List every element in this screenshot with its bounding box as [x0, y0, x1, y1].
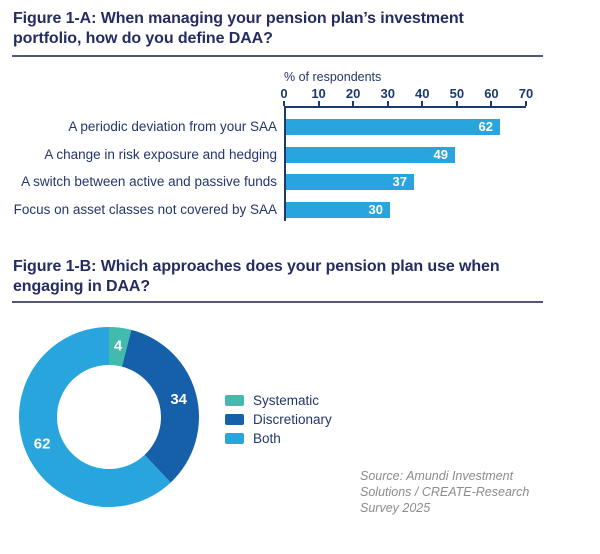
figure-1a-title: Figure 1-A: When managing your pension p… [13, 10, 464, 47]
bar-category-label: A switch between active and passive fund… [21, 174, 277, 189]
x-axis-tick [525, 101, 527, 106]
legend-item-label: Both [253, 431, 281, 446]
bar-category-label: A periodic deviation from your SAA [68, 119, 277, 134]
bar-value-label: 62 [478, 119, 493, 134]
donut-value-label: 4 [114, 338, 123, 355]
x-axis-tick-label: 0 [280, 86, 288, 101]
legend-item: Systematic [225, 393, 332, 408]
x-axis-tick-label: 30 [380, 86, 395, 101]
figure-1b-divider [12, 301, 543, 303]
donut-segment [121, 329, 199, 483]
y-axis-line [284, 106, 286, 221]
donut-segment [19, 327, 171, 507]
x-axis-tick-label: 10 [311, 86, 326, 101]
x-axis-title: % of respondents [284, 70, 382, 84]
x-axis-tick [352, 101, 355, 106]
bar-value-label: 37 [392, 174, 407, 189]
x-axis-tick-label: 50 [449, 86, 465, 101]
x-axis-tick [421, 101, 424, 106]
donut-segment [109, 327, 132, 367]
donut-value-label: 62 [34, 436, 51, 453]
legend-item-label: Discretionary [253, 412, 332, 427]
bar: 49 [286, 147, 455, 163]
bar: 62 [286, 119, 500, 135]
x-axis-tick-label: 40 [415, 86, 430, 101]
source-note: Source: Amundi Investment Solutions / CR… [360, 468, 550, 516]
source-note-line: Solutions / CREATE-Research [360, 485, 530, 499]
source-note-line: Survey 2025 [360, 501, 431, 515]
legend-item-label: Systematic [253, 393, 320, 408]
x-axis-tick [283, 101, 285, 106]
legend-swatch [225, 433, 244, 444]
legend-swatch [225, 414, 244, 425]
x-axis-tick [490, 101, 493, 106]
x-axis-tick-label: 20 [345, 86, 361, 101]
legend-swatch [225, 395, 244, 406]
bar-value-label: 49 [433, 147, 448, 162]
x-axis-tick-label: 70 [518, 86, 534, 101]
x-axis-tick [455, 101, 458, 106]
bar-category-label: A change in risk exposure and hedging [44, 147, 277, 162]
figure-1b-title: Figure 1-B: Which approaches does your p… [13, 258, 500, 295]
figure-1a-divider [12, 55, 543, 57]
legend-item: Both [225, 431, 332, 446]
bar-value-label: 30 [368, 202, 383, 217]
bar-category-label: Focus on asset classes not covered by SA… [13, 202, 277, 217]
x-axis-tick [386, 101, 389, 106]
x-axis-line [284, 106, 526, 108]
bar: 37 [286, 174, 414, 190]
legend-item: Discretionary [225, 412, 332, 427]
x-axis-tick [317, 101, 320, 106]
donut-chart: 4 34 62 [19, 327, 199, 507]
bar: 30 [286, 202, 390, 218]
donut-value-label: 34 [170, 391, 187, 408]
donut-legend: Systematic Discretionary Both [225, 393, 332, 450]
x-axis-tick-label: 60 [484, 86, 499, 101]
source-note-line: Source: Amundi Investment [360, 469, 514, 483]
